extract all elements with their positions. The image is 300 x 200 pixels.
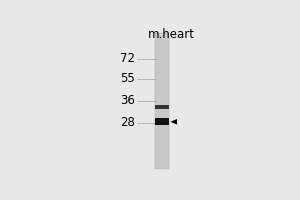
Bar <box>155 105 169 109</box>
Bar <box>155 118 169 125</box>
Polygon shape <box>170 119 177 125</box>
Text: m.heart: m.heart <box>148 28 195 41</box>
Bar <box>155 33 169 169</box>
Text: 72: 72 <box>120 52 135 65</box>
Text: 55: 55 <box>120 72 135 85</box>
Text: 28: 28 <box>120 116 135 129</box>
Text: 36: 36 <box>120 95 135 108</box>
